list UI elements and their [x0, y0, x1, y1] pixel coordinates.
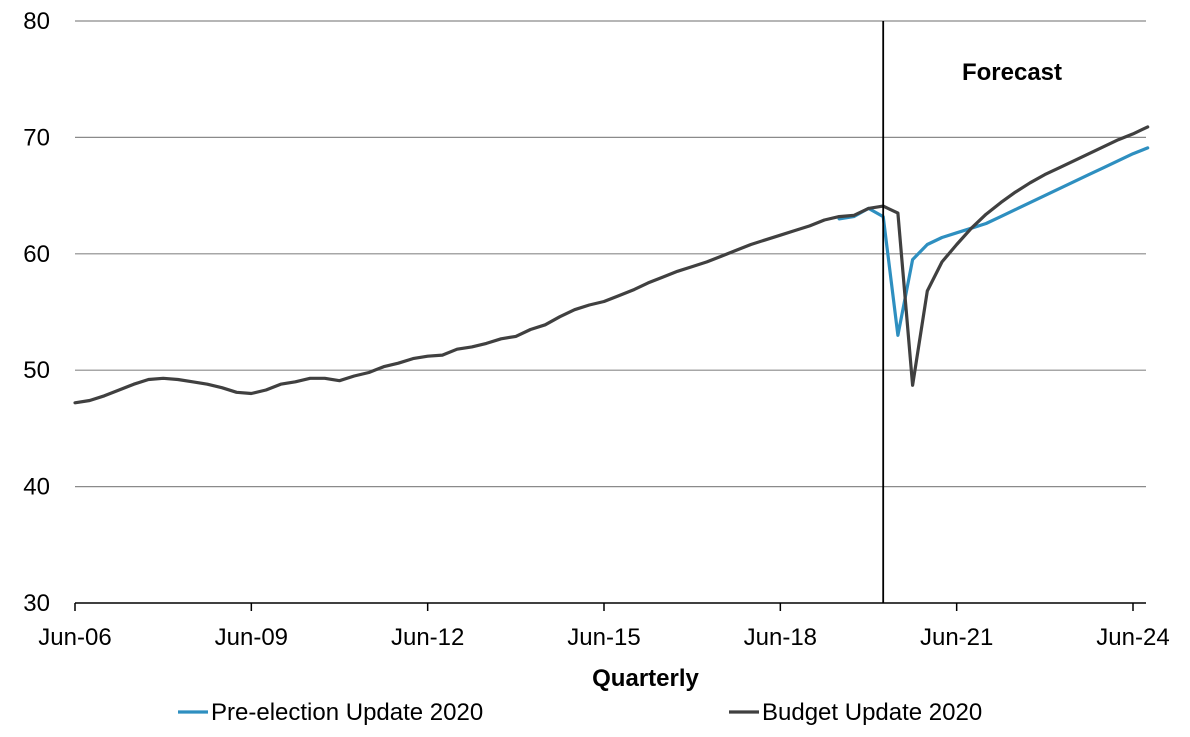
y-tick-label: 50: [23, 357, 50, 384]
legend-label: Budget Update 2020: [762, 699, 982, 726]
legend: Pre-election Update 2020 Budget Update 20…: [178, 699, 982, 726]
x-tick-label: Jun-24: [1096, 624, 1169, 651]
y-tick-label: 80: [23, 8, 50, 35]
gridlines: [75, 20, 1146, 488]
series-line-budget-update-2020: [73, 125, 1150, 405]
series-line-pre-election-update-2020: [837, 146, 1150, 337]
series-lines: [73, 125, 1150, 405]
y-tick-label: 70: [23, 124, 50, 151]
annotations: Forecast: [882, 21, 1062, 603]
y-tick-label: 30: [23, 590, 50, 617]
x-tick-label: Jun-21: [920, 624, 993, 651]
x-tick-label: Jun-06: [38, 624, 111, 651]
x-tick-label: Jun-09: [215, 624, 288, 651]
legend-label: Pre-election Update 2020: [211, 699, 483, 726]
forecast-label: Forecast: [962, 59, 1062, 86]
x-tick-label: Jun-18: [744, 624, 817, 651]
x-tick-label: Jun-15: [567, 624, 640, 651]
y-tick-label: 60: [23, 241, 50, 268]
axes: 30 40 50 60 70 80 Jun-06 Jun-09 Jun-12 Jun-15 Jun-…: [23, 8, 1169, 692]
x-axis-title: Quarterly: [592, 665, 699, 692]
x-tick-label: Jun-12: [391, 624, 464, 651]
y-tick-label: 40: [23, 474, 50, 501]
